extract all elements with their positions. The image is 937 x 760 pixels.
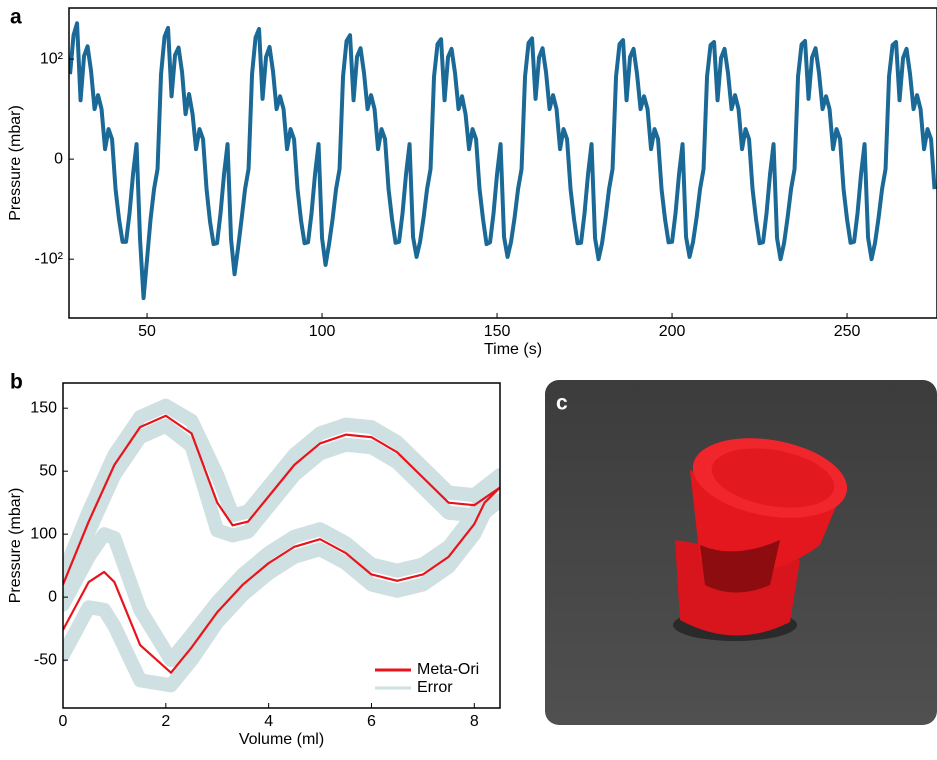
object-top-inner xyxy=(711,448,835,508)
x-tick-label: 2 xyxy=(161,713,170,730)
x-tick-label: 250 xyxy=(834,323,861,340)
panel-label: b xyxy=(10,371,23,394)
object-opening xyxy=(700,540,780,593)
y-tick-label: 50 xyxy=(39,462,57,479)
x-tick-label: 0 xyxy=(59,713,68,730)
y-axis-label: Pressure (mbar) xyxy=(7,105,24,221)
y-tick-label: 150 xyxy=(30,399,57,416)
legend-label: Error xyxy=(417,679,453,696)
y-tick-label: 0 xyxy=(54,150,63,167)
x-tick-label: 4 xyxy=(264,713,273,730)
x-tick-label: 200 xyxy=(659,323,686,340)
x-tick-label: 150 xyxy=(484,323,511,340)
x-axis-label: Time (s) xyxy=(484,341,542,358)
x-tick-label: 50 xyxy=(138,323,156,340)
panel-label: c xyxy=(556,392,568,415)
chart-panel: 50 100 150 200 250 10² 0 -10² Time (s) Pressure (… xyxy=(7,6,937,358)
x-tick-label: 6 xyxy=(367,713,376,730)
y-tick-label: -50 xyxy=(34,651,57,668)
y-tick-label: 0 xyxy=(48,588,57,605)
x-tick-label: 100 xyxy=(309,323,336,340)
axes-frame xyxy=(68,7,937,319)
y-tick-label: 100 xyxy=(30,525,57,542)
photo: c xyxy=(545,380,937,725)
error-band xyxy=(63,398,500,693)
y-axis-label: Pressure (mbar) xyxy=(7,488,24,604)
data-line xyxy=(69,21,937,301)
x-tick-label: 8 xyxy=(470,713,479,730)
axes-frame xyxy=(62,382,501,709)
y-tick-label: -10² xyxy=(35,250,64,267)
panel-label: a xyxy=(10,6,22,29)
x-axis-label: Volume (ml) xyxy=(239,731,324,748)
legend-label: Meta-Ori xyxy=(417,661,479,678)
data-line xyxy=(63,414,500,674)
y-tick-label: 10² xyxy=(40,50,64,67)
chart-panel: 0 2 4 6 8 150 50 100 0 -50 Volume (ml) Pressure (mb… xyxy=(7,371,501,748)
